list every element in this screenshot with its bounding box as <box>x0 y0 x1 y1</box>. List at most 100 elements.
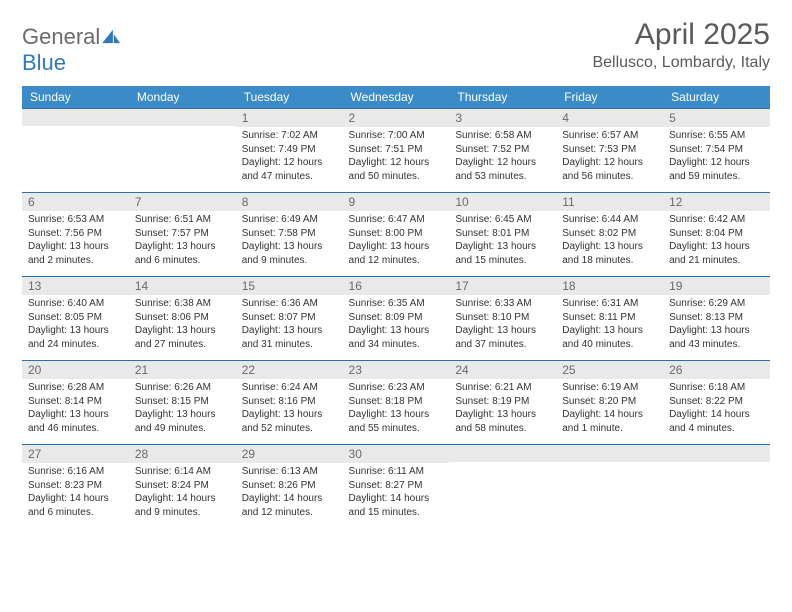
daylight-text: Daylight: 14 hours and 9 minutes. <box>135 492 230 519</box>
sunset-text: Sunset: 8:09 PM <box>349 311 444 325</box>
sunset-text: Sunset: 8:14 PM <box>28 395 123 409</box>
weekday-header: Thursday <box>449 86 556 109</box>
day-number: 29 <box>236 445 343 463</box>
sunrise-text: Sunrise: 6:14 AM <box>135 465 230 479</box>
day-number: 23 <box>343 361 450 379</box>
calendar-row: 20 Sunrise: 6:28 AMSunset: 8:14 PM Dayligh… <box>22 361 770 445</box>
day-details: Sunrise: 6:29 AMSunset: 8:13 PMDaylight:… <box>663 295 770 355</box>
daylight-text: Daylight: 13 hours and 37 minutes. <box>455 324 550 351</box>
daylight-text: Daylight: 14 hours and 1 minute. <box>562 408 657 435</box>
day-number: 7 <box>129 193 236 211</box>
sunrise-text: Sunrise: 6:55 AM <box>669 129 764 143</box>
daylight-text: Daylight: 13 hours and 6 minutes. <box>135 240 230 267</box>
day-number <box>129 109 236 126</box>
sunset-text: Sunset: 7:49 PM <box>242 143 337 157</box>
calendar-cell: 18Sunrise: 6:31 AMSunset: 8:11 PMDayligh… <box>556 277 663 361</box>
daylight-text: Daylight: 12 hours and 59 minutes. <box>669 156 764 183</box>
location: Bellusco, Lombardy, Italy <box>592 54 770 72</box>
daylight-text: Daylight: 13 hours and 15 minutes. <box>455 240 550 267</box>
calendar-cell: 8Sunrise: 6:49 AMSunset: 7:58 PMDaylight… <box>236 193 343 277</box>
calendar-cell: 3Sunrise: 6:58 AMSunset: 7:52 PMDaylight… <box>449 109 556 193</box>
daylight-text: Daylight: 13 hours and 2 minutes. <box>28 240 123 267</box>
daylight-text: Daylight: 12 hours and 50 minutes. <box>349 156 444 183</box>
daylight-text: Daylight: 13 hours and 31 minutes. <box>242 324 337 351</box>
day-details: Sunrise: 6:26 AMSunset: 8:15 PMDaylight:… <box>129 379 236 439</box>
day-number: 24 <box>449 361 556 379</box>
daylight-text: Daylight: 13 hours and 52 minutes. <box>242 408 337 435</box>
day-details: Sunrise: 7:02 AMSunset: 7:49 PMDaylight:… <box>236 127 343 187</box>
calendar-cell: 29Sunrise: 6:13 AMSunset: 8:26 PMDayligh… <box>236 445 343 529</box>
sunrise-text: Sunrise: 6:53 AM <box>28 213 123 227</box>
calendar-cell: 22Sunrise: 6:24 AMSunset: 8:16 PMDayligh… <box>236 361 343 445</box>
daylight-text: Daylight: 13 hours and 27 minutes. <box>135 324 230 351</box>
sunrise-text: Sunrise: 6:42 AM <box>669 213 764 227</box>
sunrise-text: Sunrise: 6:11 AM <box>349 465 444 479</box>
calendar-cell: 11Sunrise: 6:44 AMSunset: 8:02 PMDayligh… <box>556 193 663 277</box>
daylight-text: Daylight: 14 hours and 6 minutes. <box>28 492 123 519</box>
day-number: 10 <box>449 193 556 211</box>
day-details: Sunrise: 6:44 AMSunset: 8:02 PMDaylight:… <box>556 211 663 271</box>
day-details: Sunrise: 6:58 AMSunset: 7:52 PMDaylight:… <box>449 127 556 187</box>
sunset-text: Sunset: 8:26 PM <box>242 479 337 493</box>
calendar-cell: 7Sunrise: 6:51 AMSunset: 7:57 PMDaylight… <box>129 193 236 277</box>
day-details: Sunrise: 6:35 AMSunset: 8:09 PMDaylight:… <box>343 295 450 355</box>
day-number: 27 <box>22 445 129 463</box>
day-details: Sunrise: 6:38 AMSunset: 8:06 PMDaylight:… <box>129 295 236 355</box>
day-number: 5 <box>663 109 770 127</box>
sunrise-text: Sunrise: 6:18 AM <box>669 381 764 395</box>
day-number: 28 <box>129 445 236 463</box>
day-number: 15 <box>236 277 343 295</box>
sunrise-text: Sunrise: 6:28 AM <box>28 381 123 395</box>
calendar-cell <box>129 109 236 193</box>
weekday-header: Tuesday <box>236 86 343 109</box>
day-details: Sunrise: 6:40 AMSunset: 8:05 PMDaylight:… <box>22 295 129 355</box>
sunset-text: Sunset: 8:05 PM <box>28 311 123 325</box>
day-details: Sunrise: 6:55 AMSunset: 7:54 PMDaylight:… <box>663 127 770 187</box>
sunset-text: Sunset: 7:52 PM <box>455 143 550 157</box>
day-number: 20 <box>22 361 129 379</box>
sunset-text: Sunset: 7:57 PM <box>135 227 230 241</box>
calendar-cell <box>663 445 770 529</box>
sunrise-text: Sunrise: 6:49 AM <box>242 213 337 227</box>
daylight-text: Daylight: 13 hours and 40 minutes. <box>562 324 657 351</box>
sunrise-text: Sunrise: 6:40 AM <box>28 297 123 311</box>
calendar-cell: 12Sunrise: 6:42 AMSunset: 8:04 PMDayligh… <box>663 193 770 277</box>
day-number: 26 <box>663 361 770 379</box>
day-details: Sunrise: 6:45 AMSunset: 8:01 PMDaylight:… <box>449 211 556 271</box>
sunset-text: Sunset: 7:51 PM <box>349 143 444 157</box>
day-details: Sunrise: 6:49 AMSunset: 7:58 PMDaylight:… <box>236 211 343 271</box>
sunrise-text: Sunrise: 6:35 AM <box>349 297 444 311</box>
calendar-cell: 24Sunrise: 6:21 AMSunset: 8:19 PMDayligh… <box>449 361 556 445</box>
day-number: 4 <box>556 109 663 127</box>
sunrise-text: Sunrise: 6:21 AM <box>455 381 550 395</box>
brand-part1: General <box>22 24 100 49</box>
sunrise-text: Sunrise: 6:26 AM <box>135 381 230 395</box>
weekday-header: Monday <box>129 86 236 109</box>
day-number: 12 <box>663 193 770 211</box>
calendar-cell: 28Sunrise: 6:14 AMSunset: 8:24 PMDayligh… <box>129 445 236 529</box>
sunrise-text: Sunrise: 6:38 AM <box>135 297 230 311</box>
day-details: Sunrise: 6:19 AMSunset: 8:20 PMDaylight:… <box>556 379 663 439</box>
title-block: April 2025 Bellusco, Lombardy, Italy <box>592 18 770 72</box>
weekday-header: Friday <box>556 86 663 109</box>
sunset-text: Sunset: 8:01 PM <box>455 227 550 241</box>
day-number: 6 <box>22 193 129 211</box>
weekday-header: Saturday <box>663 86 770 109</box>
sunset-text: Sunset: 7:54 PM <box>669 143 764 157</box>
day-details: Sunrise: 6:47 AMSunset: 8:00 PMDaylight:… <box>343 211 450 271</box>
day-details: Sunrise: 6:16 AMSunset: 8:23 PMDaylight:… <box>22 463 129 523</box>
day-details: Sunrise: 6:51 AMSunset: 7:57 PMDaylight:… <box>129 211 236 271</box>
daylight-text: Daylight: 12 hours and 56 minutes. <box>562 156 657 183</box>
calendar-table: Sunday Monday Tuesday Wednesday Thursday… <box>22 86 770 529</box>
sunset-text: Sunset: 8:16 PM <box>242 395 337 409</box>
calendar-cell: 26Sunrise: 6:18 AMSunset: 8:22 PMDayligh… <box>663 361 770 445</box>
calendar-cell: 13Sunrise: 6:40 AMSunset: 8:05 PMDayligh… <box>22 277 129 361</box>
sunrise-text: Sunrise: 6:33 AM <box>455 297 550 311</box>
calendar-cell <box>22 109 129 193</box>
day-number: 18 <box>556 277 663 295</box>
sunrise-text: Sunrise: 6:47 AM <box>349 213 444 227</box>
day-details: Sunrise: 6:33 AMSunset: 8:10 PMDaylight:… <box>449 295 556 355</box>
day-details: Sunrise: 6:57 AMSunset: 7:53 PMDaylight:… <box>556 127 663 187</box>
calendar-row: 13Sunrise: 6:40 AMSunset: 8:05 PMDayligh… <box>22 277 770 361</box>
daylight-text: Daylight: 12 hours and 47 minutes. <box>242 156 337 183</box>
